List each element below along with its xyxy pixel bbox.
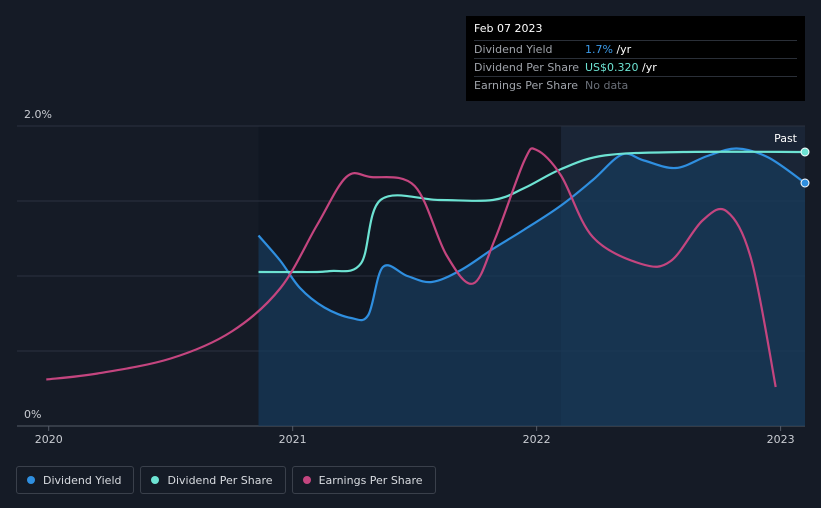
tooltip-row-dividend-per-share: Dividend Per Share US$0.320 /yr [474, 58, 797, 76]
tooltip-row-earnings-per-share: Earnings Per Share No data [474, 76, 797, 94]
dividend-per-share-line [258, 150, 806, 274]
tooltip-label: Earnings Per Share [474, 79, 579, 92]
dividend-yield-line [257, 147, 806, 322]
dividend-per-share-end-marker [800, 147, 810, 157]
legend-item-earnings-per-share[interactable]: Earnings Per Share [291, 466, 436, 494]
x-tick-label: 2022 [523, 433, 551, 446]
dividend-chart: 0% 2.0% 2020 2021 2022 2023 Past [17, 108, 810, 446]
tooltip-value: US$0.320 [585, 61, 639, 74]
y-tick-label: 2.0% [24, 108, 52, 121]
tooltip-suffix: /yr [612, 43, 632, 56]
legend-item-dividend-yield[interactable]: Dividend Yield [16, 466, 135, 494]
tooltip-label: Dividend Per Share [474, 61, 580, 74]
tooltip-row-dividend-yield: Dividend Yield 1.7% /yr [474, 40, 797, 58]
x-tick-label: 2023 [767, 433, 795, 446]
legend-dot-icon [27, 476, 35, 484]
tooltip-suffix: /yr [638, 61, 657, 74]
tooltip-value: No data [585, 79, 629, 92]
legend-dot-icon [151, 476, 160, 484]
tooltip-label: Dividend Yield [474, 43, 553, 56]
tooltip-date: Feb 07 2023 [474, 22, 543, 35]
y-tick-label: 0% [24, 408, 41, 421]
earnings-per-share-line [46, 147, 777, 388]
tooltip-value: 1.7% [585, 43, 613, 56]
legend-dot-icon [302, 476, 311, 484]
past-label: Past [774, 132, 798, 145]
legend-item-dividend-per-share[interactable]: Dividend Per Share [140, 466, 286, 494]
x-tick-label: 2020 [35, 433, 63, 446]
hover-tooltip: Feb 07 2023 Dividend Yield 1.7% /yr Divi… [466, 16, 805, 101]
legend-label: Earnings Per Share [318, 473, 423, 487]
legend-label: Dividend Yield [43, 473, 122, 487]
dividend-yield-end-marker [800, 178, 810, 188]
x-tick-label: 2021 [279, 433, 307, 446]
chart-legend: Dividend Yield Dividend Per Share Earnin… [16, 466, 438, 494]
legend-label: Dividend Per Share [167, 473, 273, 487]
dividend-yield-area [258, 148, 805, 426]
